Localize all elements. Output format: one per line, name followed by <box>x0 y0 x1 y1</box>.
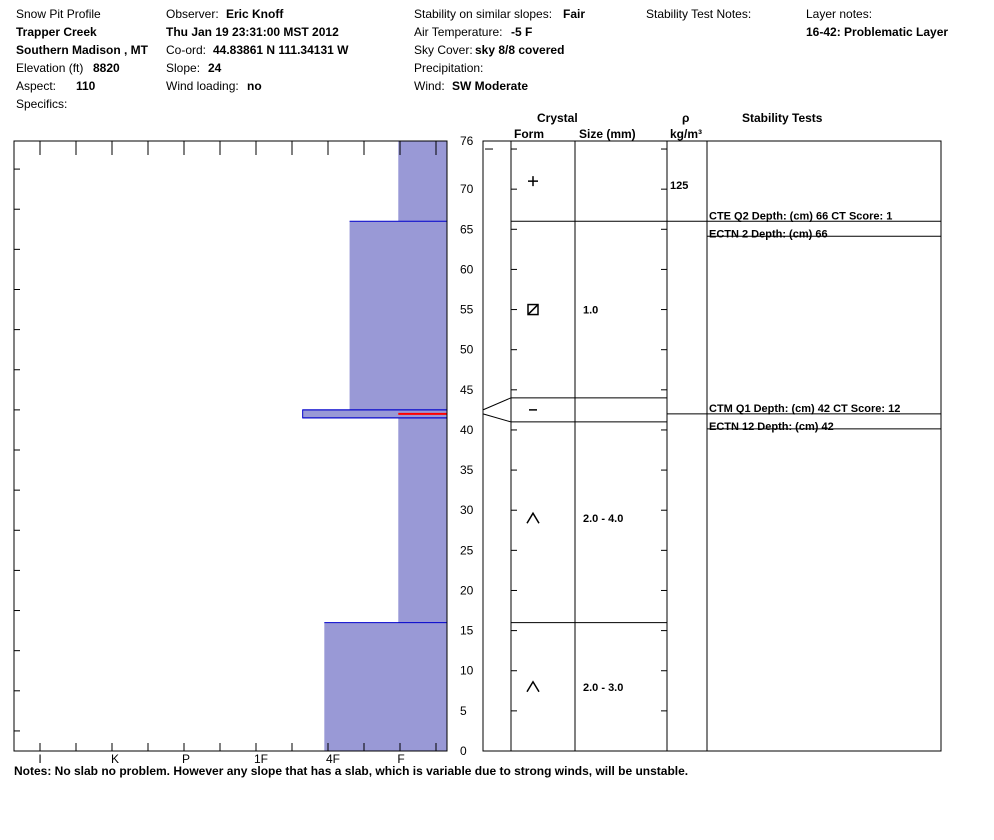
depth-tick-label: 5 <box>460 704 467 718</box>
air-temp-label: Air Temperature: <box>414 25 503 39</box>
wind-label: Wind: <box>414 79 445 93</box>
depth-tick-label: 10 <box>460 664 474 678</box>
crystal-size: 2.0 - 3.0 <box>583 682 623 694</box>
hardness-tick-label: P <box>182 752 190 766</box>
notes-text: Notes: No slab no problem. However any s… <box>14 764 689 778</box>
hardness-plot-frame <box>13 140 448 752</box>
air-temp-value: -5 F <box>511 25 533 39</box>
coord-value: 44.83861 N 111.34131 W <box>213 43 349 57</box>
slope-label: Slope: <box>166 61 201 75</box>
depth-tick-label: 45 <box>460 383 474 397</box>
stability-test-text: CTE Q2 Depth: (cm) 66 CT Score: 1 <box>709 210 892 222</box>
crystal-size: 1.0 <box>583 305 598 317</box>
sky-cover-label: Sky Cover: <box>414 43 473 57</box>
datetime-value: Thu Jan 19 23:31:00 MST 2012 <box>166 25 339 39</box>
depth-tick-label: 55 <box>460 303 474 317</box>
crystal-form-depth-hoar <box>526 680 540 693</box>
table-frame <box>482 140 942 752</box>
region-name: Southern Madison , MT <box>16 43 148 57</box>
hardness-tick-label: K <box>111 752 119 766</box>
depth-tick-label: 65 <box>460 222 474 236</box>
layer-note: 16-42: Problematic Layer <box>806 25 949 39</box>
depth-tick-label: 70 <box>460 182 474 196</box>
stability-test-text: ECTN 2 Depth: (cm) 66 <box>709 228 828 240</box>
elevation-label: Elevation (ft) <box>16 61 84 75</box>
depth-tick-label: 50 <box>460 343 474 357</box>
crystal-form-square <box>527 303 539 316</box>
hardness-bar <box>324 622 447 751</box>
wind-loading-value: no <box>247 79 262 93</box>
stability-notes-label: Stability Test Notes: <box>646 7 752 21</box>
crystal-size: 2.0 - 4.0 <box>583 513 623 525</box>
density-value: 125 <box>670 180 688 192</box>
wind-value: SW Moderate <box>452 79 529 93</box>
aspect-label: Aspect: <box>16 79 57 93</box>
precipitation-label: Precipitation: <box>414 61 484 75</box>
depth-tick-label: 60 <box>460 262 474 276</box>
location-name: Trapper Creek <box>16 25 97 39</box>
layer-connector <box>482 413 512 423</box>
stability-tests-header: Stability Tests <box>742 111 823 125</box>
depth-tick-label: 20 <box>460 583 474 597</box>
hardness-bar <box>349 221 447 410</box>
depth-tick-label: 40 <box>460 423 474 437</box>
elevation-value: 8820 <box>93 61 120 75</box>
density-unit-header: kg/m³ <box>670 127 703 141</box>
hardness-tick-label: 1F <box>254 752 268 766</box>
form-header: Form <box>514 127 544 141</box>
sky-cover-value: sky 8/8 covered <box>475 43 565 57</box>
coord-label: Co-ord: <box>166 43 207 57</box>
crystal-header: Crystal <box>537 111 578 125</box>
crystal-form-depth-hoar <box>526 511 540 524</box>
slope-value: 24 <box>208 61 222 75</box>
stability-test-text: CTM Q1 Depth: (cm) 42 CT Score: 12 <box>709 403 900 415</box>
observer-value: Eric Knoff <box>226 7 284 21</box>
stability-test-text: ECTN 12 Depth: (cm) 42 <box>709 421 834 433</box>
stability-value: Fair <box>563 7 586 21</box>
depth-tick-label: 76 <box>460 134 474 148</box>
hardness-bar <box>302 409 447 418</box>
depth-tick-label: 15 <box>460 624 474 638</box>
header-title: Snow Pit Profile <box>16 7 101 21</box>
hardness-bar <box>398 141 447 222</box>
depth-tick-label: 25 <box>460 543 474 557</box>
depth-axis: 0 5 10 15 20 25 30 35 40 45 50 55 60 65 70 76 <box>460 134 474 758</box>
observer-label: Observer: <box>166 7 219 21</box>
layer-connector <box>482 397 512 411</box>
layer-table: 1.0 2.0 - 4.0 2.0 - 3.0 125 CTE Q2 Depth: (c… <box>482 140 942 752</box>
wind-loading-label: Wind loading: <box>166 79 239 93</box>
crystal-form-square <box>527 304 539 316</box>
stability-label: Stability on similar slopes: <box>414 7 553 21</box>
rho-header: ρ <box>682 111 690 125</box>
hardness-bar <box>398 417 447 623</box>
hardness-tick-label: F <box>397 752 404 766</box>
depth-tick-label: 35 <box>460 463 474 477</box>
hardness-plot: I K P 1F 4F F <box>13 140 448 766</box>
hardness-tick-label: I <box>38 752 41 766</box>
aspect-value: 110 <box>76 79 96 93</box>
depth-tick-label: 0 <box>460 744 467 758</box>
size-header: Size (mm) <box>579 127 636 141</box>
layer-notes-label: Layer notes: <box>806 7 873 21</box>
hardness-tick-label: 4F <box>326 752 340 766</box>
depth-tick-label: 30 <box>460 503 474 517</box>
specifics-label: Specifics: <box>16 97 68 111</box>
